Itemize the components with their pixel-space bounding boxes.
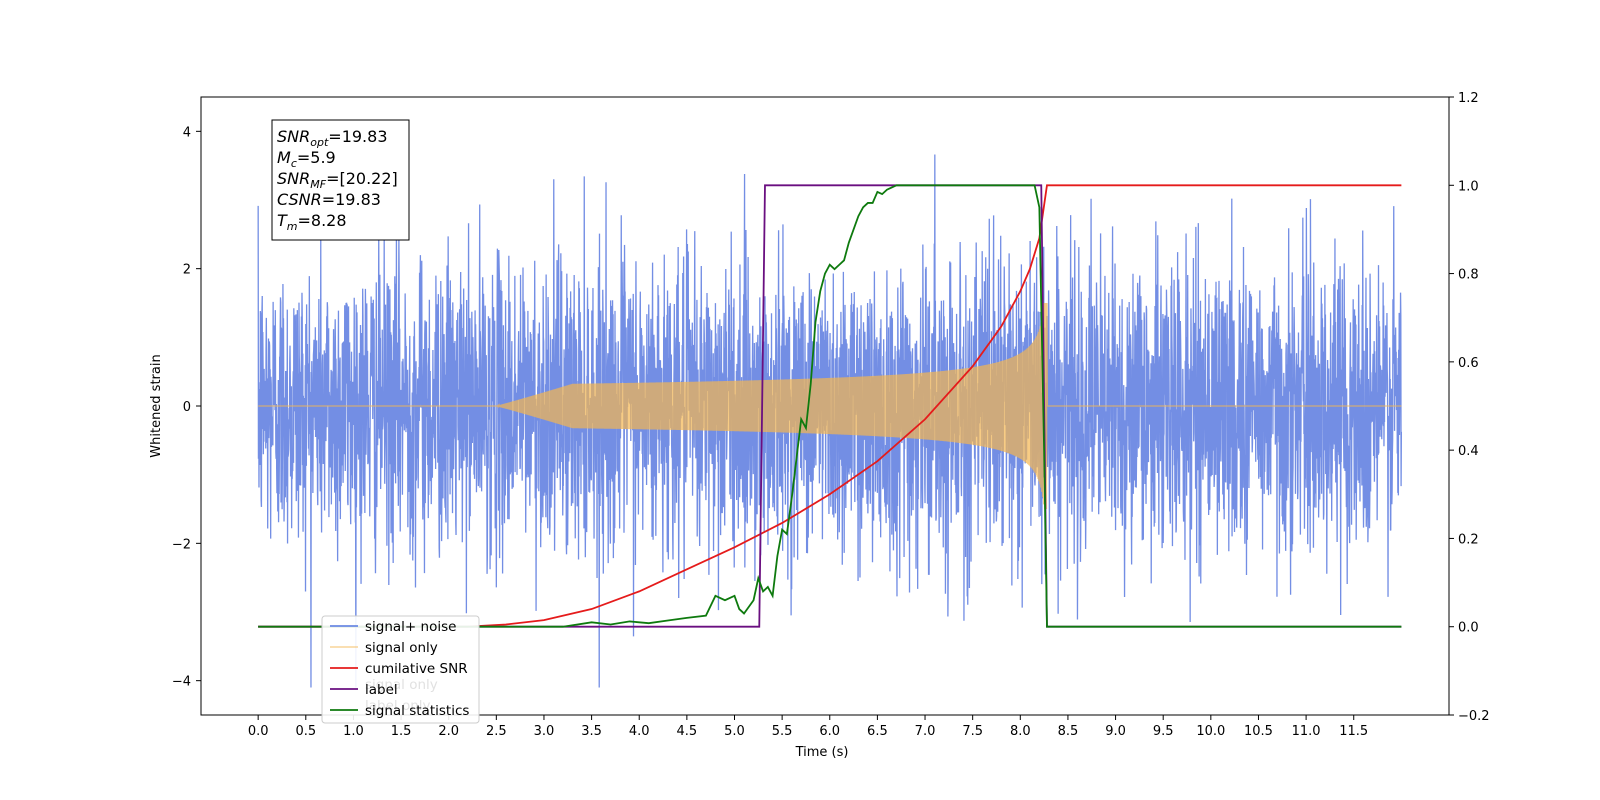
x-tick-label: 5.0 bbox=[724, 724, 745, 739]
legend-entry: cumilative SNR bbox=[365, 661, 468, 677]
x-tick-label: 10.5 bbox=[1244, 724, 1273, 739]
x-tick-label: 2.5 bbox=[486, 724, 507, 739]
x-tick-label: 4.5 bbox=[677, 724, 698, 739]
series-cumulative-snr bbox=[258, 184, 1402, 628]
annotation-line: CSNR=19.83 bbox=[277, 190, 381, 209]
left-y-tick-label: 0 bbox=[183, 400, 191, 415]
right-y-tick-label: 0.2 bbox=[1458, 532, 1479, 547]
x-tick-label: 7.5 bbox=[962, 724, 983, 739]
right-y-axis-ticks: 1.2 1.0 0.8 0.6 0.4 0.2 0.0 −0.2 bbox=[1449, 91, 1490, 724]
x-tick-label: 8.5 bbox=[1058, 724, 1079, 739]
x-tick-label: 0.0 bbox=[248, 724, 269, 739]
right-y-tick-label: 0.6 bbox=[1458, 356, 1479, 371]
x-axis-label: Time (s) bbox=[795, 745, 849, 760]
right-y-tick-label: 1.0 bbox=[1458, 179, 1479, 194]
x-tick-label: 11.0 bbox=[1292, 724, 1321, 739]
parameter-annotation-box: SNRopt=19.83Mc=5.9SNRMF=[20.22]CSNR=19.8… bbox=[271, 119, 410, 241]
right-y-tick-label: 1.2 bbox=[1458, 91, 1479, 106]
y-axis-label: Whitened strain bbox=[149, 354, 164, 457]
x-tick-label: 2.0 bbox=[438, 724, 459, 739]
x-tick-label: 5.5 bbox=[772, 724, 793, 739]
left-y-tick-label: 2 bbox=[183, 263, 191, 278]
left-y-tick-label: −2 bbox=[172, 537, 191, 552]
x-tick-label: 6.0 bbox=[819, 724, 840, 739]
legend: signal only label only signal+ noise signal… bbox=[321, 615, 480, 724]
right-y-tick-label: 0.0 bbox=[1458, 621, 1479, 636]
right-y-tick-label: 0.8 bbox=[1458, 268, 1479, 283]
x-tick-label: 7.0 bbox=[915, 724, 936, 739]
left-y-tick-label: −4 bbox=[172, 675, 191, 690]
legend-entry: label bbox=[365, 682, 398, 698]
right-y-tick-label: −0.2 bbox=[1458, 709, 1490, 724]
x-tick-label: 8.0 bbox=[1010, 724, 1031, 739]
annotation-line: SNRMF=[20.22] bbox=[277, 169, 398, 191]
legend-frame bbox=[321, 615, 480, 724]
annotation-line: Mc=5.9 bbox=[277, 148, 336, 170]
annotation-line: SNRopt=19.83 bbox=[277, 127, 388, 149]
x-tick-label: 0.5 bbox=[295, 724, 316, 739]
x-tick-label: 11.5 bbox=[1339, 724, 1368, 739]
series-signal-statistics bbox=[258, 184, 1402, 628]
series-signal-only bbox=[258, 302, 1402, 510]
x-tick-label: 1.0 bbox=[343, 724, 364, 739]
x-tick-label: 1.5 bbox=[391, 724, 412, 739]
annotation-line: Tm=8.28 bbox=[277, 211, 347, 233]
x-tick-label: 9.0 bbox=[1105, 724, 1126, 739]
annotation-frame bbox=[271, 119, 410, 241]
left-y-tick-label: 4 bbox=[183, 125, 191, 140]
left-y-axis-ticks: 4 2 0 −2 −4 bbox=[172, 125, 201, 690]
x-tick-label: 9.5 bbox=[1153, 724, 1174, 739]
x-tick-label: 10.0 bbox=[1196, 724, 1225, 739]
x-tick-label: 3.0 bbox=[534, 724, 555, 739]
x-axis-ticks: 0.0 0.5 1.0 1.5 2.0 2.5 3.0 3.5 4.0 4.5 5.0 5.5 6.0 6… bbox=[248, 715, 1368, 739]
legend-entry: signal statistics bbox=[365, 703, 469, 719]
legend-ghost-text: label only bbox=[365, 698, 431, 714]
legend-ghost-text: signal only bbox=[365, 677, 438, 693]
legend-entry: signal only bbox=[365, 640, 438, 656]
x-tick-label: 6.5 bbox=[867, 724, 888, 739]
legend-entry: signal+ noise bbox=[365, 619, 456, 635]
right-y-tick-label: 0.4 bbox=[1458, 444, 1479, 459]
x-tick-label: 4.0 bbox=[629, 724, 650, 739]
x-tick-label: 3.5 bbox=[581, 724, 602, 739]
